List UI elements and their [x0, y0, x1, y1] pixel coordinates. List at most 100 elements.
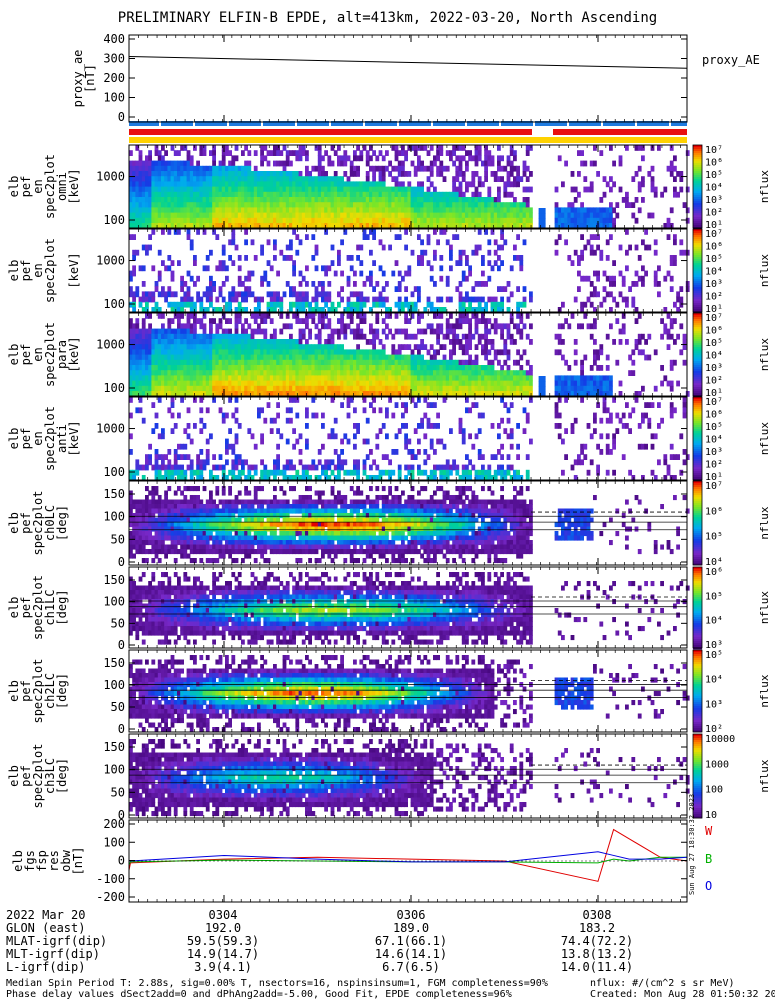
spectrogram-cell — [621, 197, 626, 203]
spectrogram-cell — [580, 397, 584, 403]
spectrogram-cell — [225, 375, 229, 382]
spectrogram-cell — [199, 464, 204, 471]
spectrogram-cell — [372, 176, 376, 182]
spectrogram-cell — [333, 197, 338, 203]
spectrogram-cell — [381, 370, 386, 376]
spectrogram-cell — [580, 375, 584, 382]
spectrogram-cell — [295, 181, 300, 188]
spectrogram-cell — [564, 212, 568, 219]
spectrogram-cell — [362, 459, 367, 466]
spectrogram-cell — [308, 333, 312, 340]
spectrogram-cell — [218, 265, 223, 272]
spectrogram-cell — [164, 349, 168, 356]
spectrogram-cell — [241, 291, 245, 298]
spectrogram-cell — [609, 223, 613, 229]
spectrogram-cell — [273, 176, 277, 182]
spectrogram-cell — [445, 191, 450, 198]
spectrogram-cell — [292, 197, 296, 203]
spectrogram-cell — [289, 176, 293, 182]
spectrogram-cell — [145, 385, 149, 392]
spectrogram-cell — [669, 207, 674, 214]
spectrogram-cell — [141, 191, 146, 198]
spectrogram-cell — [167, 176, 172, 182]
spectrogram-cell — [468, 217, 472, 224]
spectrogram-cell — [426, 301, 431, 308]
spectrogram-cell — [173, 176, 178, 182]
spectrogram-cell — [154, 207, 159, 214]
spectrogram-cell — [148, 540, 152, 546]
spectrogram-cell — [481, 207, 485, 214]
spectrogram-cell — [519, 391, 524, 397]
spectrogram-cell — [196, 365, 200, 371]
spectrogram-cell — [397, 307, 402, 313]
spectrogram-cell — [439, 275, 444, 282]
spectrogram-cell — [170, 207, 175, 214]
spectrogram-cell — [129, 234, 133, 240]
spectrogram-cell — [298, 344, 303, 350]
spectrogram-cell — [269, 265, 274, 272]
spectrogram-cell — [506, 328, 511, 335]
spectrogram-cell — [349, 313, 354, 319]
spectrogram-cell — [292, 223, 296, 229]
spectrogram-cell — [321, 365, 325, 371]
spectrogram-cell — [557, 333, 562, 340]
spectrogram-cell — [570, 212, 575, 219]
spectrogram-cell — [372, 375, 376, 382]
spectrogram-cell — [445, 296, 450, 303]
spectrogram-cell — [577, 223, 581, 229]
spectrogram-cell — [244, 217, 248, 224]
spectrogram-cell — [612, 397, 616, 403]
spectrogram-cell — [157, 291, 162, 298]
spectrogram-cell — [353, 186, 357, 193]
spectrogram-cell — [231, 469, 236, 476]
spectrogram-cell — [333, 181, 338, 188]
spectrogram-cell — [177, 207, 181, 214]
spectrogram-cell — [257, 323, 261, 330]
spectrogram-cell — [359, 223, 364, 229]
spectrogram-cell — [487, 349, 492, 356]
spectrogram-cell — [199, 171, 204, 177]
spectrogram-cell — [161, 181, 165, 188]
spectrogram-cell — [199, 217, 204, 224]
spectrogram-cell — [151, 339, 156, 345]
spectrogram-cell — [407, 197, 412, 203]
spectrogram-cell — [324, 181, 328, 188]
spectrogram-cell — [449, 265, 453, 272]
spectrogram-cell — [506, 354, 511, 361]
spectrogram-cell — [180, 207, 184, 214]
spectrogram-cell — [516, 202, 520, 208]
spectrogram-cell — [135, 160, 140, 167]
spectrogram-cell — [151, 197, 156, 203]
spectrogram-cell — [343, 433, 348, 440]
spectrogram-cell — [586, 223, 591, 229]
spectrogram-cell — [407, 449, 412, 455]
spectrogram-cell — [157, 328, 162, 335]
spectrogram-cell — [487, 186, 492, 193]
spectrogram-cell — [474, 150, 479, 156]
spectrogram-cell — [132, 370, 136, 376]
spectrogram-cell — [241, 307, 245, 313]
spectrogram-cell — [202, 217, 207, 224]
spectrogram-cell — [273, 459, 277, 466]
spectrogram-cell — [327, 186, 332, 193]
spectrogram-cell — [458, 428, 463, 434]
spectrogram-cell — [570, 385, 575, 392]
spectrogram-cell — [481, 270, 485, 277]
spectrogram-cell — [228, 328, 232, 335]
spectrogram-cell — [285, 365, 290, 371]
spectrogram-cell — [205, 349, 210, 356]
spectrogram-cell — [173, 150, 178, 156]
spectrogram-cell — [471, 202, 476, 208]
spectrogram-cell — [525, 385, 530, 392]
spectrogram-cell — [177, 150, 181, 156]
spectrogram-cell — [317, 365, 322, 371]
spectrogram-cell — [228, 318, 232, 324]
spectrogram-cell — [196, 318, 200, 324]
spectrogram-cell — [212, 281, 216, 287]
spectrogram-cell — [420, 344, 424, 350]
spectrogram-cell — [292, 339, 296, 345]
spectrogram-cell — [186, 217, 191, 224]
spectrogram-cell — [369, 281, 373, 287]
spectrogram-cell — [164, 265, 168, 272]
spectrogram-cell — [644, 443, 648, 450]
